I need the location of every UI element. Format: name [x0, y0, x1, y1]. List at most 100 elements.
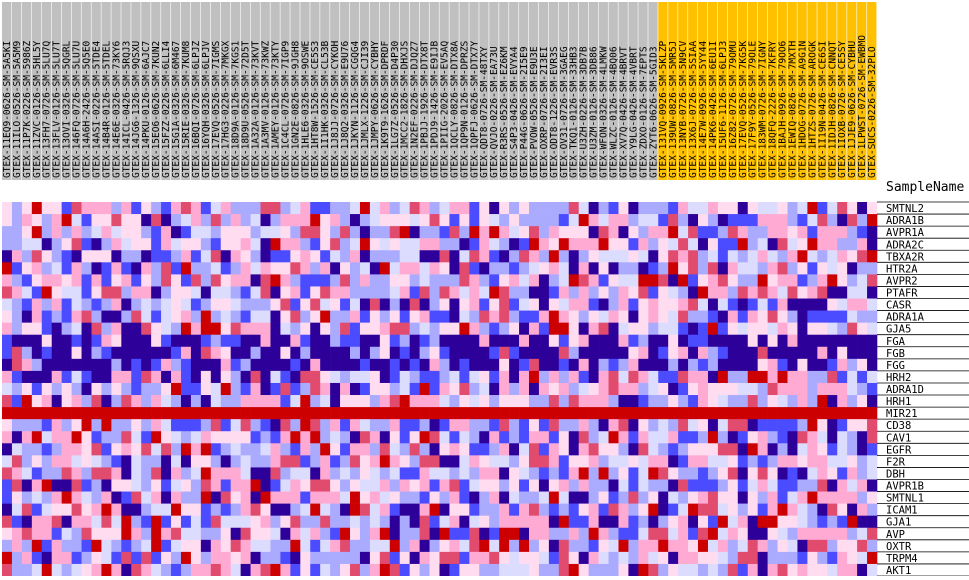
heatmap-cell: [350, 262, 361, 275]
sample-header-cell: [71, 2, 81, 180]
heatmap-cell: [598, 238, 609, 251]
heatmap-cell: [21, 310, 33, 323]
heatmap-cell: [578, 395, 589, 408]
heatmap-cell: [340, 250, 351, 263]
heatmap-cell: [707, 310, 719, 323]
heatmap-cell: [618, 262, 629, 275]
heatmap-cell: [121, 491, 132, 504]
heatmap-cell: [240, 491, 251, 504]
heatmap-cell: [369, 250, 381, 263]
heatmap-cell: [409, 395, 420, 408]
heatmap-cell: [737, 322, 749, 336]
heatmap-cell: [180, 563, 192, 577]
heatmap-cell: [300, 346, 311, 360]
heatmap-cell: [727, 467, 739, 480]
heatmap-cell: [111, 298, 122, 311]
heatmap-cell: [330, 479, 341, 492]
heatmap-cell: [270, 298, 281, 311]
heatmap-cell: [678, 407, 689, 420]
heatmap-cell: [519, 479, 530, 492]
heatmap-cell: [419, 358, 430, 372]
heatmap-cell: [578, 202, 589, 215]
heatmap-cell: [151, 370, 162, 384]
heatmap-cell: [180, 214, 192, 227]
heatmap-cell: [867, 322, 878, 336]
heatmap-cell: [340, 563, 351, 577]
heatmap-cell: [220, 226, 231, 239]
heatmap-cell: [310, 346, 321, 360]
heatmap-cell: [270, 202, 281, 215]
heatmap-cell: [171, 250, 182, 263]
heatmap-cell: [250, 479, 261, 492]
heatmap-cell: [608, 382, 619, 396]
heatmap-cell: [340, 395, 351, 408]
heatmap-cell: [538, 202, 550, 215]
heatmap-cell: [310, 515, 321, 529]
heatmap-cell: [300, 407, 311, 420]
heatmap-cell: [200, 455, 212, 468]
heatmap-cell: [11, 346, 23, 360]
heatmap-cell: [429, 479, 440, 492]
heatmap-cell: [210, 563, 222, 577]
sample-label: GTEX-14ASI-0226-SM-5TDE4: [91, 40, 102, 178]
heatmap-cell: [220, 407, 231, 420]
heatmap-cell: [91, 491, 102, 504]
heatmap-cell: [151, 551, 162, 565]
heatmap-cell: [558, 334, 570, 348]
heatmap-cell: [598, 334, 609, 348]
heatmap-cell: [519, 563, 530, 577]
heatmap-cell: [210, 202, 222, 215]
heatmap-cell: [598, 563, 609, 577]
heatmap-cell: [131, 527, 142, 541]
heatmap-cell: [767, 310, 778, 323]
heatmap-cell: [707, 539, 719, 553]
heatmap-cell: [717, 455, 729, 468]
heatmap-cell: [608, 238, 619, 251]
heatmap-cell: [101, 527, 112, 541]
heatmap-cell: [369, 419, 381, 432]
sample-header-cell: [220, 2, 231, 180]
heatmap-cell: [618, 395, 629, 408]
heatmap-cell: [827, 226, 838, 239]
heatmap-cell: [499, 226, 510, 239]
heatmap-cell: [538, 407, 550, 420]
heatmap-cell: [489, 226, 500, 239]
heatmap-cell: [867, 395, 878, 408]
heatmap-cell: [330, 527, 341, 541]
heatmap-cell: [260, 551, 271, 565]
heatmap-cell: [707, 503, 719, 516]
heatmap-cell: [538, 503, 550, 516]
heatmap-cell: [439, 298, 450, 311]
heatmap-cell: [598, 274, 609, 287]
heatmap-cell: [767, 419, 778, 432]
heatmap-cell: [2, 395, 13, 408]
heatmap-cell: [459, 455, 470, 468]
heatmap-cell: [608, 202, 619, 215]
heatmap-cell: [717, 214, 729, 227]
heatmap-cell: [817, 527, 828, 541]
heatmap-cell: [519, 443, 530, 456]
heatmap-cell: [350, 370, 361, 384]
heatmap-cell: [658, 563, 669, 577]
heatmap-cell: [131, 407, 142, 420]
heatmap-cell: [161, 214, 172, 227]
heatmap-cell: [369, 286, 381, 299]
heatmap-cell: [111, 250, 122, 263]
heatmap-cell: [71, 286, 82, 299]
heatmap-cell: [727, 250, 739, 263]
heatmap-cell: [220, 334, 231, 348]
heatmap-cell: [190, 286, 202, 299]
heatmap-cell: [807, 563, 818, 577]
heatmap-cell: [648, 214, 659, 227]
heatmap-cell: [200, 431, 212, 444]
heatmap-cell: [578, 274, 589, 287]
heatmap-cell: [658, 395, 669, 408]
heatmap-cell: [479, 238, 490, 251]
heatmap-cell: [190, 479, 202, 492]
heatmap-cell: [439, 503, 450, 516]
heatmap-cell: [807, 539, 818, 553]
heatmap-cell: [528, 395, 540, 408]
heatmap-cell: [479, 298, 490, 311]
heatmap-cell: [61, 202, 72, 215]
heatmap-cell: [777, 238, 788, 251]
